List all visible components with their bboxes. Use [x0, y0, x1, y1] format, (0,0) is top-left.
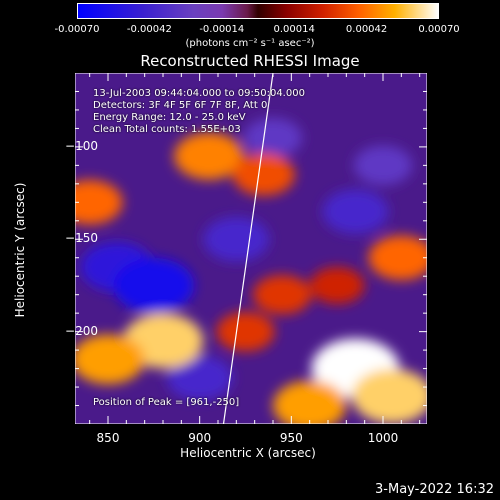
cold-region: [322, 189, 389, 234]
y-tick-label: −100: [65, 138, 98, 153]
x-axis-label: Heliocentric X (arcsec): [180, 446, 316, 460]
hot-region: [174, 132, 244, 180]
colorbar-tick-label: -0.00014: [199, 24, 245, 35]
hot-region: [253, 274, 312, 315]
hot-region: [232, 153, 295, 196]
hot-region: [273, 380, 347, 424]
annotation-time: 13-Jul-2003 09:44:04.000 to 09:50:04.000: [93, 88, 305, 99]
hot-region: [368, 235, 427, 281]
cold-region: [203, 216, 270, 262]
chart-title: Reconstructed RHESSI Image: [140, 52, 360, 70]
cold-region: [353, 145, 413, 186]
x-tick-label: 850: [96, 431, 120, 445]
colorbar: [77, 3, 439, 19]
plot-area: [75, 73, 427, 424]
colorbar-unit: (photons cm⁻² s⁻¹ asec⁻²): [185, 38, 315, 49]
colorbar-tick-label: 0.00014: [273, 24, 315, 35]
hot-region: [351, 368, 427, 424]
timestamp: 3-May-2022 16:32: [375, 482, 494, 497]
colorbar-tick-label: 0.00070: [418, 24, 460, 35]
hot-region: [216, 311, 275, 352]
hot-region: [75, 180, 123, 225]
hot-region: [75, 334, 145, 385]
annotation-detectors: Detectors: 3F 4F 5F 6F 7F 8F, Att 0: [93, 100, 268, 111]
annotation-clean: Clean Total counts: 1.55E+03: [93, 124, 241, 135]
colorbar-tick-label: 0.00042: [345, 24, 388, 35]
y-tick-label: −150: [65, 231, 98, 246]
cold-region: [243, 117, 303, 158]
y-tick-label: −200: [65, 323, 98, 338]
colorbar-tick-label: -0.00042: [126, 24, 172, 35]
x-tick-label: 1000: [367, 431, 399, 445]
y-axis-label: Heliocentric Y (arcsec): [13, 182, 27, 318]
cold-region: [113, 258, 195, 313]
x-tick-label: 900: [188, 431, 212, 445]
limb-line: [222, 73, 274, 424]
hot-region: [309, 267, 365, 304]
annotation-energy: Energy Range: 12.0 - 25.0 keV: [93, 112, 246, 123]
x-tick-label: 950: [279, 431, 303, 445]
cold-region: [166, 355, 233, 401]
colorbar-tick-label: -0.00070: [54, 24, 100, 35]
peak-position-label: Position of Peak = [961,-250]: [93, 397, 240, 408]
